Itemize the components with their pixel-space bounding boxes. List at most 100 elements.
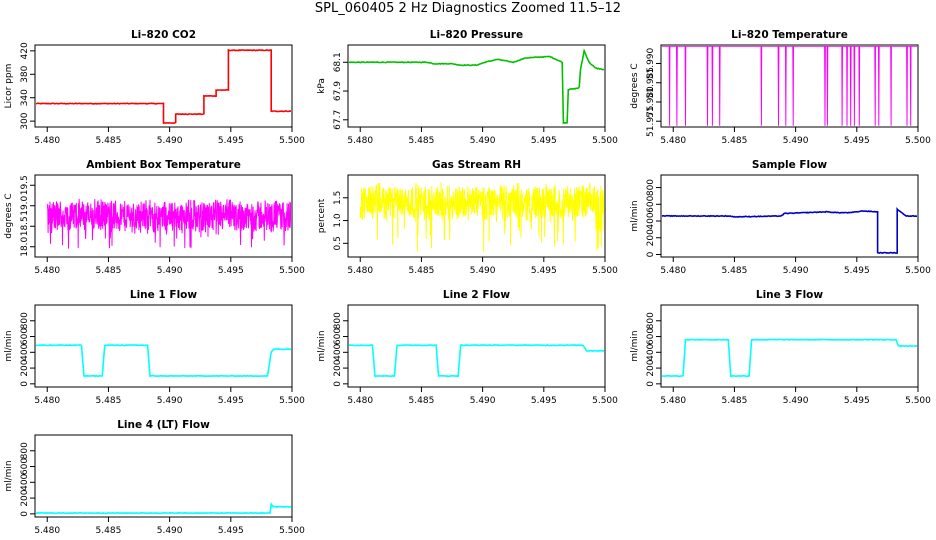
- plot-frame: [347, 174, 606, 258]
- y-tick-label: 19.0: [20, 195, 30, 215]
- x-tick-label: 5.495: [218, 266, 244, 276]
- x-tick-label: 5.480: [34, 266, 60, 276]
- y-tick-label: 600: [646, 328, 656, 345]
- y-tick-label: 67.9: [333, 81, 343, 101]
- x-tick-label: 5.495: [844, 266, 870, 276]
- y-axis-label: degrees C: [630, 63, 640, 108]
- y-tick-label: 200: [20, 489, 30, 506]
- y-tick-label: 1.0: [333, 213, 343, 228]
- x-tick-label: 5.495: [218, 396, 244, 406]
- y-tick-label: 0: [333, 381, 343, 387]
- plot-panel-5: Gas Stream RH 5.480 5.485 5.490 5.495 5.500 0.…: [317, 159, 618, 276]
- x-tick-label: 5.495: [218, 526, 244, 536]
- y-tick-label: 51.975: [646, 105, 656, 136]
- data-series-line: [662, 207, 917, 254]
- x-tick-label: 5.485: [409, 266, 435, 276]
- x-tick-label: 5.500: [592, 396, 618, 406]
- y-tick-label: 600: [646, 195, 656, 212]
- x-tick-label: 5.500: [592, 266, 618, 276]
- data-series-line: [359, 182, 604, 253]
- y-tick-label: 400: [646, 343, 656, 360]
- plot-title: Line 2 Flow: [443, 289, 510, 301]
- y-axis-label: ml/min: [4, 460, 14, 491]
- plot-frame: [34, 44, 293, 128]
- x-tick-label: 5.490: [470, 396, 496, 406]
- x-tick-label: 5.490: [470, 266, 496, 276]
- plot-title: Line 1 Flow: [130, 289, 197, 301]
- figure-title: SPL_060405 2 Hz Diagnostics Zoomed 11.5–…: [314, 1, 622, 16]
- data-series-line: [46, 198, 291, 249]
- x-tick-label: 5.495: [844, 396, 870, 406]
- y-axis-label: ml/min: [317, 330, 327, 361]
- x-tick-label: 5.480: [34, 526, 60, 536]
- x-tick-label: 5.495: [844, 136, 870, 146]
- y-tick-label: 380: [20, 65, 30, 82]
- y-tick-label: 600: [20, 458, 30, 475]
- x-tick-label: 5.480: [34, 136, 60, 146]
- plot-frame: [660, 304, 919, 388]
- y-axis-label: Licor ppm: [4, 64, 14, 109]
- data-series-line: [36, 502, 291, 515]
- plot-title: Li–820 Temperature: [731, 29, 848, 41]
- y-tick-label: 300: [20, 112, 30, 129]
- y-tick-label: 51.985: [646, 67, 656, 99]
- y-tick-label: 51.980: [646, 86, 656, 118]
- x-tick-label: 5.490: [157, 266, 183, 276]
- x-tick-label: 5.490: [157, 396, 183, 406]
- y-tick-label: 0: [646, 251, 656, 257]
- plot-panel-1: Li–820 CO2 5.480 5.485 5.490 5.495 5.500 300 34…: [4, 29, 305, 146]
- y-axis-label: kPa: [317, 78, 327, 94]
- plot-frame: [34, 304, 293, 388]
- y-tick-label: 200: [646, 229, 656, 246]
- x-tick-label: 5.500: [905, 266, 931, 276]
- y-tick-label: 800: [646, 312, 656, 329]
- data-series-line: [36, 48, 291, 125]
- plot-panel-6: Sample Flow 5.480 5.485 5.490 5.495 5.500 0 200…: [630, 159, 931, 276]
- plot-frame: [660, 44, 919, 128]
- x-tick-label: 5.490: [470, 136, 496, 146]
- y-tick-label: 800: [20, 442, 30, 459]
- y-tick-label: 200: [333, 359, 343, 376]
- x-tick-label: 5.485: [409, 136, 435, 146]
- x-tick-label: 5.495: [531, 266, 557, 276]
- y-axis-label: ml/min: [630, 330, 640, 361]
- x-tick-label: 5.480: [660, 396, 686, 406]
- plot-frame: [347, 44, 606, 128]
- plot-panel-4: Ambient Box Temperature 5.480 5.485 5.490 5.…: [4, 159, 305, 276]
- x-tick-label: 5.485: [409, 396, 435, 406]
- x-tick-label: 5.485: [722, 136, 748, 146]
- x-tick-label: 5.500: [279, 396, 305, 406]
- y-tick-label: 400: [20, 473, 30, 490]
- plot-title: Line 4 (LT) Flow: [117, 419, 210, 431]
- plot-frame: [34, 434, 293, 518]
- x-tick-label: 5.500: [905, 136, 931, 146]
- plot-frame: [660, 174, 919, 258]
- plot-title: Sample Flow: [752, 159, 827, 171]
- y-tick-label: 1.5: [333, 191, 343, 205]
- y-tick-label: 18.5: [20, 216, 30, 236]
- plot-title: Ambient Box Temperature: [86, 159, 241, 171]
- plot-title: Li–820 Pressure: [430, 29, 523, 41]
- plot-title: Gas Stream RH: [432, 159, 521, 171]
- data-series-line: [662, 46, 917, 126]
- x-tick-label: 5.490: [783, 136, 809, 146]
- x-tick-label: 5.485: [96, 526, 122, 536]
- x-tick-label: 5.480: [34, 396, 60, 406]
- plot-frame: [347, 304, 606, 388]
- y-tick-label: 68.1: [333, 52, 343, 72]
- plot-panel-9: Line 3 Flow 5.480 5.485 5.490 5.495 5.500 0 200…: [630, 289, 931, 406]
- x-tick-label: 5.485: [96, 136, 122, 146]
- y-tick-label: 400: [20, 343, 30, 360]
- y-tick-label: 67.7: [333, 110, 343, 130]
- x-tick-label: 5.490: [783, 396, 809, 406]
- data-series-line: [349, 48, 604, 125]
- y-tick-label: 800: [333, 312, 343, 329]
- x-tick-label: 5.480: [347, 266, 373, 276]
- plot-panel-3: Li–820 Temperature 5.480 5.485 5.490 5.495 5.…: [630, 29, 931, 146]
- plot-frame: [34, 174, 293, 258]
- x-tick-label: 5.480: [347, 396, 373, 406]
- x-tick-label: 5.485: [722, 266, 748, 276]
- y-tick-label: 800: [20, 312, 30, 329]
- x-tick-label: 5.495: [218, 136, 244, 146]
- x-tick-label: 5.500: [279, 526, 305, 536]
